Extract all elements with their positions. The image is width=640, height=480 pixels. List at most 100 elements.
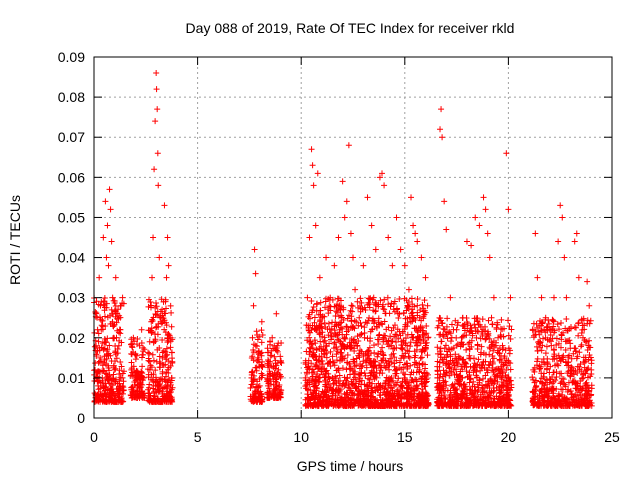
data-point [418,317,425,324]
data-point [458,334,465,341]
data-point [135,370,142,377]
data-point [548,342,555,349]
data-point [385,234,392,241]
data-point [415,337,422,344]
data-point [155,381,162,388]
data-point [383,400,390,407]
data-point [434,374,441,381]
data-point [347,230,354,237]
data-point [557,380,564,387]
data-point [466,369,473,376]
data-point [488,342,495,349]
data-point [106,186,113,193]
data-point [167,344,174,351]
data-point [496,356,503,363]
data-point [365,317,372,324]
data-point [561,254,568,261]
data-point [302,374,309,381]
data-point [555,340,562,347]
data-point [327,307,334,314]
data-point [552,377,559,384]
data-point [165,262,172,269]
data-point [585,337,592,344]
data-point [502,347,509,354]
data-point [437,126,444,133]
data-point [469,330,476,337]
data-point [407,318,414,325]
data-point [348,318,355,325]
data-point [468,343,475,350]
data-point [336,382,343,389]
data-point [336,337,343,344]
data-point [453,371,460,378]
data-point [407,371,414,378]
data-point [470,363,477,370]
data-point [441,198,448,205]
data-point [396,296,403,303]
data-point [530,402,537,409]
data-point [421,297,428,304]
data-point [584,278,591,285]
data-point [411,390,418,397]
y-tick-label: 0 [77,410,85,426]
data-point [578,329,585,336]
data-point [344,315,351,322]
data-point [247,396,254,403]
data-point [421,394,428,401]
data-point [424,302,431,309]
data-point [573,230,580,237]
data-point [157,360,164,367]
data-point [440,383,447,390]
data-point [308,327,315,334]
data-point [555,238,562,245]
data-point [390,350,397,357]
data-point [377,386,384,393]
data-point [145,386,152,393]
data-point [536,317,543,324]
data-point [115,306,122,313]
data-point [531,393,538,400]
data-point [303,348,310,355]
data-point [563,294,570,301]
data-point [354,298,361,305]
data-point [563,315,570,322]
data-point [400,310,407,317]
data-point [272,346,279,353]
data-point [334,309,341,316]
data-point [366,344,373,351]
data-point [357,308,364,315]
data-point [543,343,550,350]
data-point [333,357,340,364]
data-point [309,322,316,329]
data-point [347,371,354,378]
data-point [402,321,409,328]
data-point [339,353,346,360]
data-point [338,343,345,350]
data-point [398,345,405,352]
data-point [326,303,333,310]
data-point [393,306,400,313]
data-point [99,392,106,399]
data-point [312,222,319,229]
data-point [440,360,447,367]
data-point [578,341,585,348]
data-point [496,383,503,390]
data-point [588,366,595,373]
data-point [447,351,454,358]
data-point [583,392,590,399]
data-point [139,394,146,401]
data-point [504,373,511,380]
data-point [460,356,467,363]
data-point [135,392,142,399]
data-point [453,394,460,401]
data-point [413,359,420,366]
data-point [585,401,592,408]
data-point [101,302,108,309]
data-point [118,363,125,370]
data-point [543,324,550,331]
data-point [106,367,113,374]
data-point [322,346,329,353]
data-point [443,226,450,233]
data-point [370,294,377,301]
data-point [134,336,141,343]
